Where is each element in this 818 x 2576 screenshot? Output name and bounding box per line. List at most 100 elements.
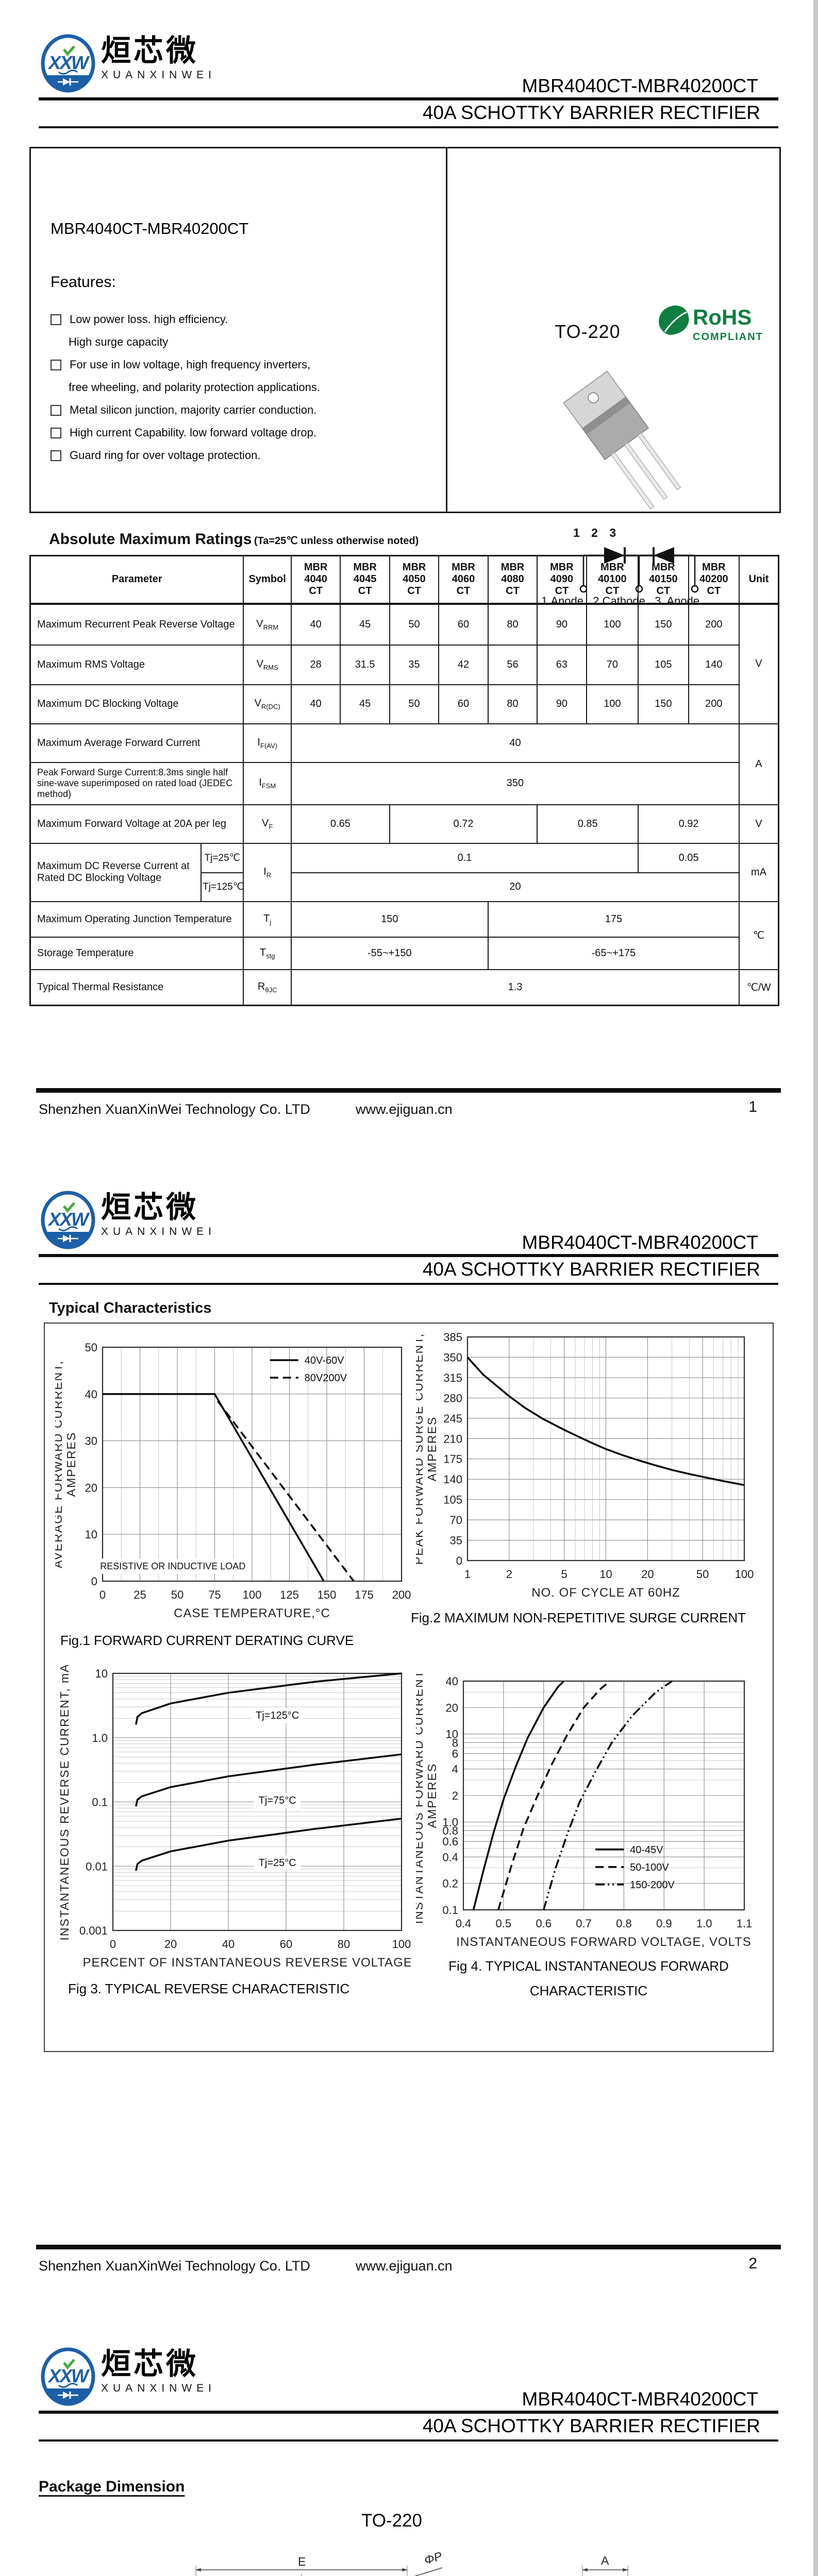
- column-header: Symbol: [243, 555, 292, 605]
- table-cell: 0.05: [638, 842, 740, 873]
- table-cell: 100: [586, 603, 639, 646]
- logo-chinese-text: 烜芯微: [101, 1191, 199, 1224]
- table-cell: 35: [389, 644, 440, 685]
- fig2-surge-current-chart: 1 2 5 10 20 50 100 0 35 70 105 140 175 210 245 280 315 35…: [416, 1331, 754, 1600]
- table-cell: 70: [586, 644, 639, 685]
- svg-text:50-100V: 50-100V: [630, 1862, 669, 1873]
- rohs-logo-icon: RoHS COMPLIANT: [659, 305, 762, 343]
- column-header: Parameter: [29, 555, 244, 605]
- table-cell: V: [739, 603, 779, 724]
- svg-text:40-45V: 40-45V: [630, 1844, 663, 1856]
- table-cell: IR: [243, 842, 292, 902]
- column-header: MBR 40100 CT: [586, 555, 639, 605]
- table-row: Maximum DC Blocking Voltage VR(DC) 40 45 50 6…: [29, 684, 779, 724]
- table-cell: 150: [638, 684, 689, 724]
- svg-text:E: E: [298, 2555, 306, 2568]
- feature-item-continuation: free wheeling, and polarity protection a…: [69, 381, 320, 394]
- table-cell: 40: [290, 603, 341, 646]
- table-cell: Maximum DC Blocking Voltage: [29, 684, 244, 724]
- table-cell: 90: [537, 684, 587, 724]
- svg-text:0.5: 0.5: [496, 1917, 512, 1930]
- svg-text:4: 4: [452, 1763, 458, 1776]
- header-rule: [39, 1283, 778, 1285]
- charts-panel: 0 25 50 75 100 125 150 175 200 0 10 20 30 40 50 CASE TE…: [44, 1323, 774, 2052]
- svg-text:0.2: 0.2: [442, 1877, 458, 1890]
- svg-text:100: 100: [392, 1938, 411, 1951]
- svg-text:XXW: XXW: [47, 1209, 90, 1230]
- svg-text:100: 100: [735, 1568, 754, 1581]
- footer-website: www.ejiguan.cn: [356, 1101, 453, 1117]
- ratings-heading: Absolute Maximum Ratings (Ta=25℃ unless …: [49, 531, 419, 548]
- header-part-range: MBR4040CT-MBR40200CT: [522, 75, 758, 96]
- column-header: Unit: [739, 555, 779, 605]
- svg-text:50: 50: [171, 1588, 183, 1601]
- table-cell: Tj: [243, 901, 292, 938]
- column-header: MBR 4045 CT: [340, 555, 390, 605]
- feature-item: For use in low voltage, high frequency i…: [51, 353, 432, 376]
- feature-item: Metal silicon junction, majority carrier…: [51, 399, 432, 421]
- header-rule: [39, 2439, 778, 2442]
- scan-edge: [813, 0, 818, 2576]
- table-cell: Peak Forward Surge Current:8.3ms single …: [29, 761, 244, 805]
- figure-caption: Fig.2 MAXIMUM NON-REPETITIVE SURGE CURRE…: [411, 1610, 746, 1625]
- table-cell: RθJC: [243, 969, 292, 1006]
- svg-text:20: 20: [164, 1938, 177, 1951]
- svg-text:20: 20: [641, 1568, 654, 1581]
- column-header: MBR 40150 CT: [638, 555, 689, 605]
- ratings-table-wrap: Parameter Symbol MBR 4040 CT MBR 4045 CT MBR…: [29, 555, 779, 1006]
- logo-english-text: XUANXINWEI: [101, 1226, 216, 1238]
- table-cell: Maximum Forward Voltage at 20A per leg: [29, 804, 244, 844]
- svg-text:NO. OF CYCLE AT 60HZ: NO. OF CYCLE AT 60HZ: [531, 1586, 680, 1600]
- table-cell: 140: [688, 644, 740, 685]
- table-cell: ℃: [739, 901, 779, 970]
- column-header: MBR 4090 CT: [537, 555, 587, 605]
- table-cell: Typical Thermal Resistance: [29, 969, 244, 1006]
- svg-text:350: 350: [443, 1351, 462, 1364]
- figure-caption: Fig 4. TYPICAL INSTANTANEOUS FORWARD CHA…: [448, 1958, 729, 1998]
- company-logo: XXW 烜芯微 XUANXINWEI: [40, 34, 216, 95]
- svg-text:125: 125: [280, 1588, 299, 1601]
- svg-text:2: 2: [452, 1789, 458, 1802]
- footer-rule: [36, 1088, 781, 1093]
- logo-mark-icon: XXW: [41, 34, 95, 93]
- table-cell: 350: [290, 761, 740, 805]
- svg-text:10: 10: [599, 1568, 612, 1581]
- table-cell: Maximum Average Forward Current: [29, 723, 244, 763]
- product-title: MBR4040CT-MBR40200CT: [51, 219, 249, 238]
- page-number: 2: [748, 2255, 757, 2272]
- header-rule: [39, 2411, 778, 2414]
- table-cell: mA: [739, 842, 779, 902]
- table-row: Maximum Forward Voltage at 20A per leg VF…: [29, 804, 779, 844]
- table-cell: VF: [243, 804, 292, 844]
- fig3-reverse-characteristic-chart: 0 20 40 60 80 100 0.001 0.01 0.1 1.0 10 PERCENT OF …: [58, 1665, 411, 1970]
- feature-item: Low power loss. high efficiency.: [51, 308, 432, 331]
- checkbox-icon: [51, 314, 61, 325]
- table-row: Maximum Average Forward Current IF(AV) 40 A: [29, 723, 779, 805]
- table-cell: 0.85: [537, 804, 639, 844]
- package-name: TO-220: [555, 321, 621, 342]
- svg-text:6: 6: [452, 1748, 458, 1760]
- svg-text:35: 35: [450, 1534, 462, 1547]
- svg-text:0.6: 0.6: [442, 1835, 458, 1848]
- svg-text:0.8: 0.8: [616, 1917, 632, 1930]
- table-cell: 175: [487, 901, 740, 938]
- svg-text:0.8: 0.8: [442, 1824, 458, 1837]
- figure-caption: Fig.1 FORWARD CURRENT DERATING CURVE: [60, 1633, 354, 1648]
- svg-text:1.1: 1.1: [737, 1917, 753, 1930]
- table-cell: VRMS: [243, 644, 292, 685]
- svg-text:1.0: 1.0: [92, 1732, 108, 1744]
- header-subtitle: 40A SCHOTTKY BARRIER RECTIFIER: [422, 102, 760, 123]
- figure-caption: Fig 3. TYPICAL REVERSE CHARACTERISTIC: [68, 1981, 350, 1996]
- svg-text:0.001: 0.001: [79, 1924, 108, 1937]
- svg-text:5: 5: [561, 1568, 567, 1581]
- table-cell: 150: [290, 901, 489, 938]
- svg-text:50: 50: [696, 1568, 709, 1581]
- svg-text:200: 200: [392, 1588, 411, 1601]
- table-cell: 105: [638, 644, 689, 685]
- svg-text:40: 40: [446, 1675, 458, 1688]
- footer-website: www.ejiguan.cn: [356, 2258, 453, 2274]
- typical-characteristics-heading: Typical Characteristics: [49, 1300, 212, 1316]
- checkbox-icon: [51, 450, 61, 461]
- svg-text:20: 20: [446, 1701, 458, 1714]
- svg-text:XXW: XXW: [47, 52, 90, 73]
